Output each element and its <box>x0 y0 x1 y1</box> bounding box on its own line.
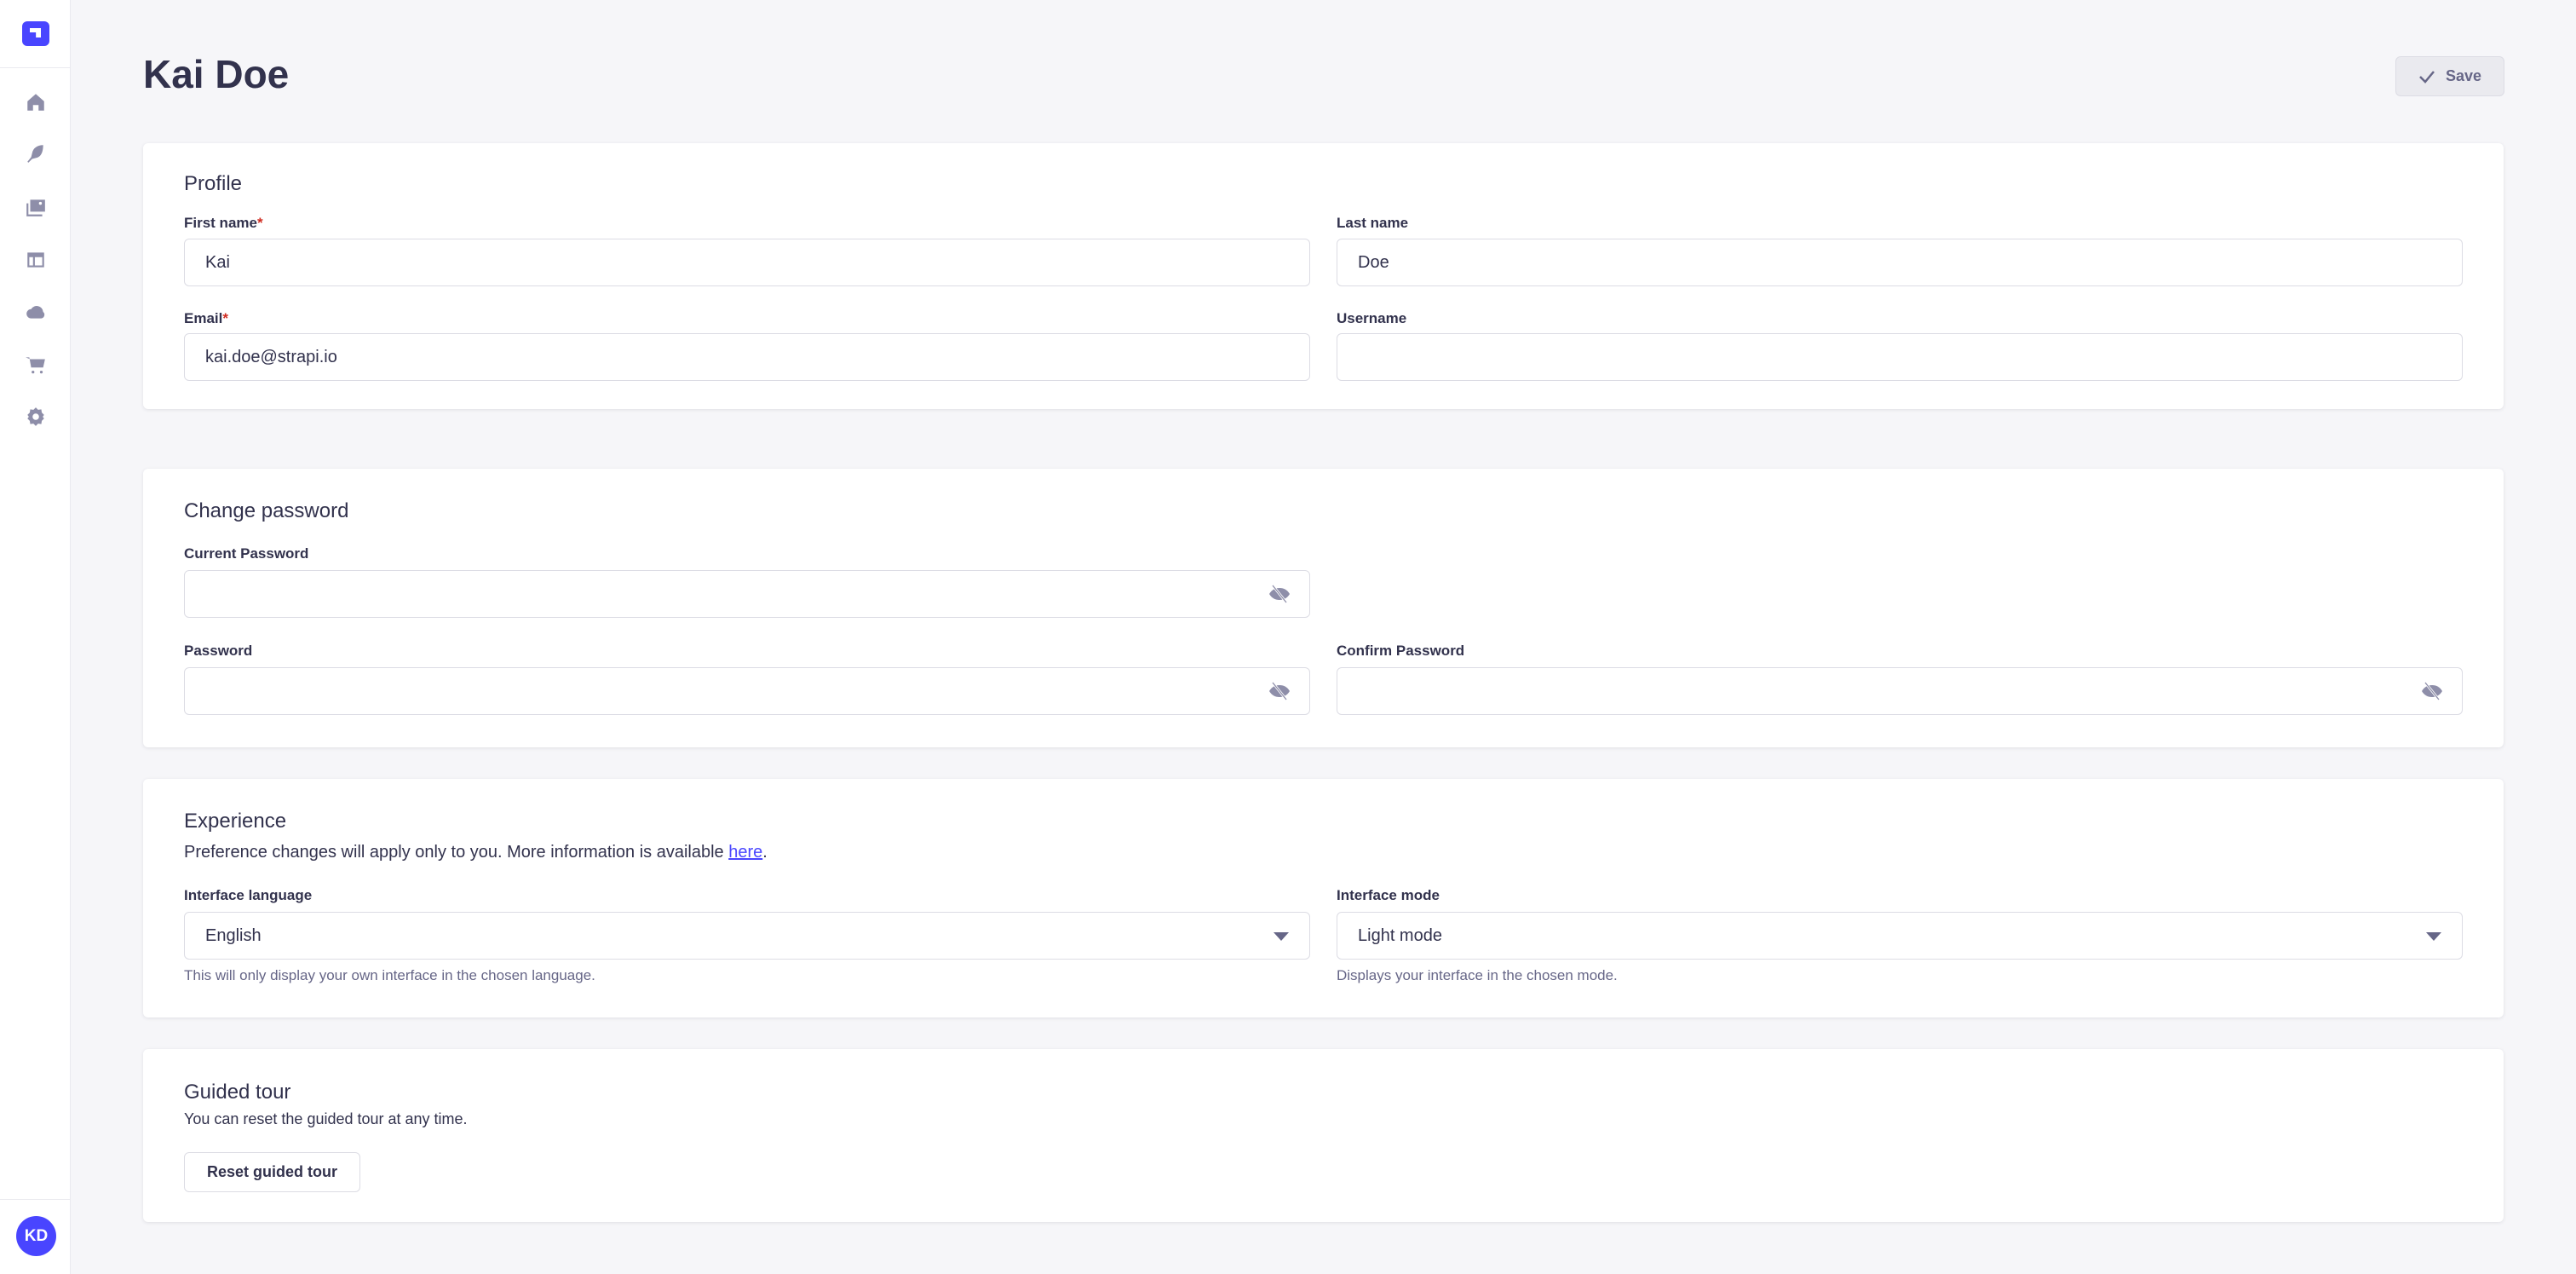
here-link[interactable]: here <box>728 843 763 862</box>
experience-description: Preference changes will apply only to yo… <box>184 843 768 862</box>
layout-icon <box>27 252 44 268</box>
eye-off-icon[interactable] <box>1268 682 1291 700</box>
strapi-logo[interactable] <box>22 21 49 46</box>
sidebar-item-settings[interactable] <box>19 400 53 434</box>
cart-icon <box>26 357 45 374</box>
save-label: Save <box>2445 67 2482 84</box>
sidebar-item-content-manager[interactable] <box>19 136 53 170</box>
cloud-icon <box>26 306 45 319</box>
last-name-label: Last name <box>1337 215 1409 231</box>
first-name-label: First name* <box>184 215 263 231</box>
current-password-input[interactable] <box>184 570 1310 618</box>
sidebar-item-marketplace[interactable] <box>19 348 53 382</box>
reset-guided-tour-button[interactable]: Reset guided tour <box>184 1152 360 1192</box>
profile-card: Profile First name* Kai Last name Doe Em… <box>143 143 2504 409</box>
caret-down-icon <box>2426 932 2441 941</box>
caret-down-icon <box>1274 932 1289 941</box>
sidebar-item-cloud[interactable] <box>19 295 53 329</box>
confirm-password-input[interactable] <box>1337 667 2463 715</box>
sidebar-item-media-library[interactable] <box>19 190 53 224</box>
section-title: Change password <box>184 499 349 522</box>
email-input[interactable]: kai.doe@strapi.io <box>184 333 1310 381</box>
divider <box>0 67 71 68</box>
divider <box>0 1199 71 1200</box>
username-input[interactable] <box>1337 333 2463 381</box>
eye-off-icon[interactable] <box>1268 585 1291 603</box>
images-icon <box>26 199 45 216</box>
interface-language-label: Interface language <box>184 887 313 903</box>
guided-tour-card: Guided tour You can reset the guided tou… <box>143 1049 2504 1222</box>
eye-off-icon[interactable] <box>2421 682 2443 700</box>
save-button[interactable]: Save <box>2395 56 2504 96</box>
sidebar: KD <box>0 0 71 1274</box>
section-title: Profile <box>184 172 243 195</box>
change-password-card: Change password Current Password Passwor… <box>143 469 2504 747</box>
interface-language-hint: This will only display your own interfac… <box>184 967 595 983</box>
check-icon <box>2419 70 2435 84</box>
interface-mode-hint: Displays your interface in the chosen mo… <box>1337 967 1618 983</box>
sidebar-item-content-type-builder[interactable] <box>19 243 53 277</box>
section-title: Guided tour <box>184 1081 291 1104</box>
username-label: Username <box>1337 310 1407 326</box>
section-title: Experience <box>184 810 287 833</box>
gear-icon <box>27 407 44 426</box>
avatar[interactable]: KD <box>16 1216 56 1256</box>
sidebar-item-home[interactable] <box>19 85 53 119</box>
password-input[interactable] <box>184 667 1310 715</box>
experience-card: Experience Preference changes will apply… <box>143 779 2504 1017</box>
first-name-input[interactable]: Kai <box>184 239 1310 286</box>
tour-description: You can reset the guided tour at any tim… <box>184 1110 468 1127</box>
interface-language-select[interactable]: English <box>184 912 1310 960</box>
current-password-label: Current Password <box>184 545 309 562</box>
feather-icon <box>27 145 43 163</box>
home-icon <box>27 94 44 111</box>
password-label: Password <box>184 643 253 659</box>
page-title: Kai Doe <box>143 52 290 96</box>
interface-mode-select[interactable]: Light mode <box>1337 912 2463 960</box>
email-label: Email* <box>184 310 228 326</box>
interface-mode-label: Interface mode <box>1337 887 1440 903</box>
last-name-input[interactable]: Doe <box>1337 239 2463 286</box>
confirm-password-label: Confirm Password <box>1337 643 1465 659</box>
